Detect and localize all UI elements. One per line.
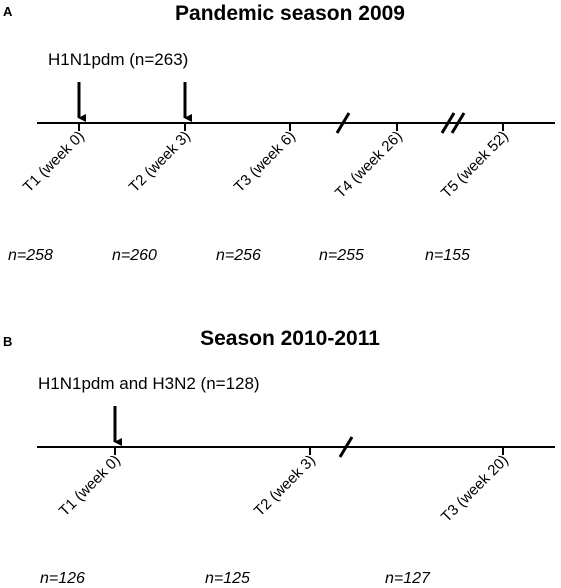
axis-break <box>440 112 456 134</box>
sample-size: n=155 <box>425 247 470 264</box>
timepoint-label: T1 (week 0) <box>56 452 124 520</box>
vaccine-label: H1N1pdm and H3N2 (n=128) <box>38 374 260 393</box>
timepoint-label: T1 (week 0) <box>20 128 88 196</box>
sample-size: n=126 <box>40 570 85 587</box>
timepoint-label: T3 (week 6) <box>231 128 299 196</box>
sample-size: n=255 <box>319 247 364 264</box>
timepoint-label: T2 (week 3) <box>251 452 319 520</box>
axis-break <box>450 112 466 134</box>
sample-size: n=256 <box>216 247 261 264</box>
axis-break <box>338 436 354 458</box>
vaccine-label: H1N1pdm (n=263) <box>48 50 188 69</box>
timepoint-label: T4 (week 26) <box>332 128 406 202</box>
panel-letter: A <box>3 4 13 19</box>
panel-title: Season 2010-2011 <box>200 327 380 350</box>
axis-break <box>335 112 351 134</box>
timepoint-label: T2 (week 3) <box>126 128 194 196</box>
sample-size: n=125 <box>205 570 250 587</box>
panel-letter: B <box>3 334 12 349</box>
timepoint-label: T3 (week 20) <box>438 452 512 526</box>
panel-title: Pandemic season 2009 <box>175 2 405 25</box>
sample-size: n=260 <box>112 247 157 264</box>
sample-size: n=127 <box>385 570 431 587</box>
sample-size: n=258 <box>8 247 53 264</box>
timepoint-label: T5 (week 52) <box>438 128 512 202</box>
